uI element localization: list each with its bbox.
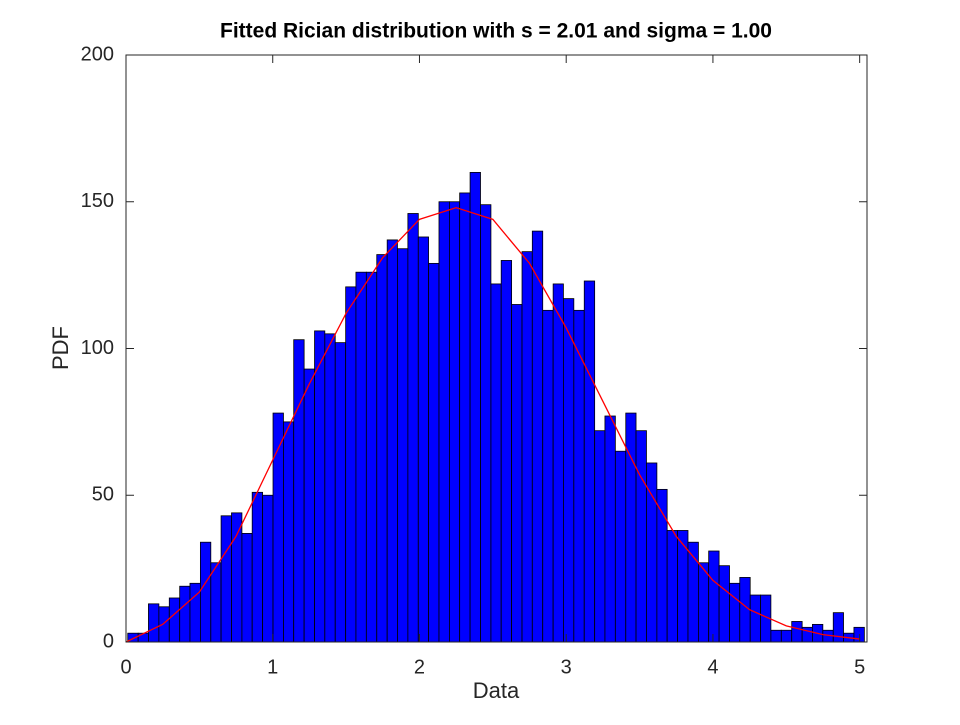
- bar: [158, 606, 170, 643]
- bar: [604, 415, 616, 643]
- bar: [148, 603, 160, 643]
- bar: [417, 236, 429, 643]
- bar: [500, 260, 513, 643]
- y-tick-label: 0: [103, 630, 114, 652]
- bar: [521, 251, 533, 643]
- bar: [438, 201, 450, 643]
- bar: [511, 304, 523, 643]
- x-tick-label: 3: [561, 656, 572, 678]
- bar: [531, 230, 544, 643]
- bar: [220, 515, 232, 643]
- bar: [614, 450, 627, 643]
- bar: [480, 204, 492, 643]
- y-tick-label: 150: [81, 190, 114, 212]
- bar: [397, 248, 409, 643]
- fit-curve: [125, 206, 860, 643]
- bar: [324, 333, 336, 643]
- bar: [303, 368, 315, 643]
- bar: [365, 271, 378, 643]
- bar: [407, 213, 419, 643]
- chart-title: Fitted Rician distribution with s = 2.01…: [220, 20, 772, 43]
- bar: [199, 541, 212, 643]
- x-tick-label: 5: [854, 656, 865, 678]
- bar: [428, 262, 440, 643]
- bar: [314, 330, 326, 643]
- bar: [594, 430, 606, 643]
- bar: [345, 286, 357, 643]
- bar: [469, 171, 481, 643]
- y-tick-label: 50: [92, 484, 114, 506]
- bar: [563, 298, 575, 643]
- bar: [729, 582, 741, 643]
- bar: [168, 597, 181, 643]
- bar: [853, 626, 865, 643]
- x-tick-label: 4: [707, 656, 718, 678]
- bar: [698, 562, 710, 643]
- bar: [552, 283, 564, 643]
- bar: [542, 309, 554, 643]
- bar: [293, 339, 305, 643]
- x-tick-label: 2: [414, 656, 425, 678]
- bar: [490, 283, 502, 643]
- bar: [251, 491, 264, 643]
- y-tick-label: 100: [81, 337, 114, 359]
- bar: [231, 512, 243, 643]
- bar: [770, 629, 782, 643]
- bar: [334, 342, 347, 643]
- x-tick-label: 0: [120, 656, 131, 678]
- bar: [459, 192, 471, 643]
- x-axis-label: Data: [473, 678, 520, 703]
- bar: [780, 629, 793, 643]
- bar: [677, 530, 689, 643]
- bar: [262, 494, 274, 643]
- bar: [749, 594, 762, 643]
- bar: [708, 550, 720, 643]
- y-tick-label: 200: [81, 43, 114, 65]
- bar: [179, 585, 191, 643]
- y-axis-label: PDF: [48, 326, 73, 370]
- bar: [583, 280, 596, 643]
- bar: [448, 201, 461, 643]
- x-tick-label: 1: [267, 656, 278, 678]
- bar: [666, 530, 678, 643]
- bar: [718, 565, 730, 643]
- bar: [355, 271, 367, 643]
- bar: [635, 430, 647, 643]
- bar: [283, 421, 295, 643]
- bar: [791, 621, 803, 643]
- bar: [137, 632, 149, 643]
- bar: [625, 412, 637, 643]
- bar: [210, 562, 222, 643]
- bar: [386, 239, 398, 643]
- bar: [376, 254, 388, 643]
- bar: [241, 533, 253, 643]
